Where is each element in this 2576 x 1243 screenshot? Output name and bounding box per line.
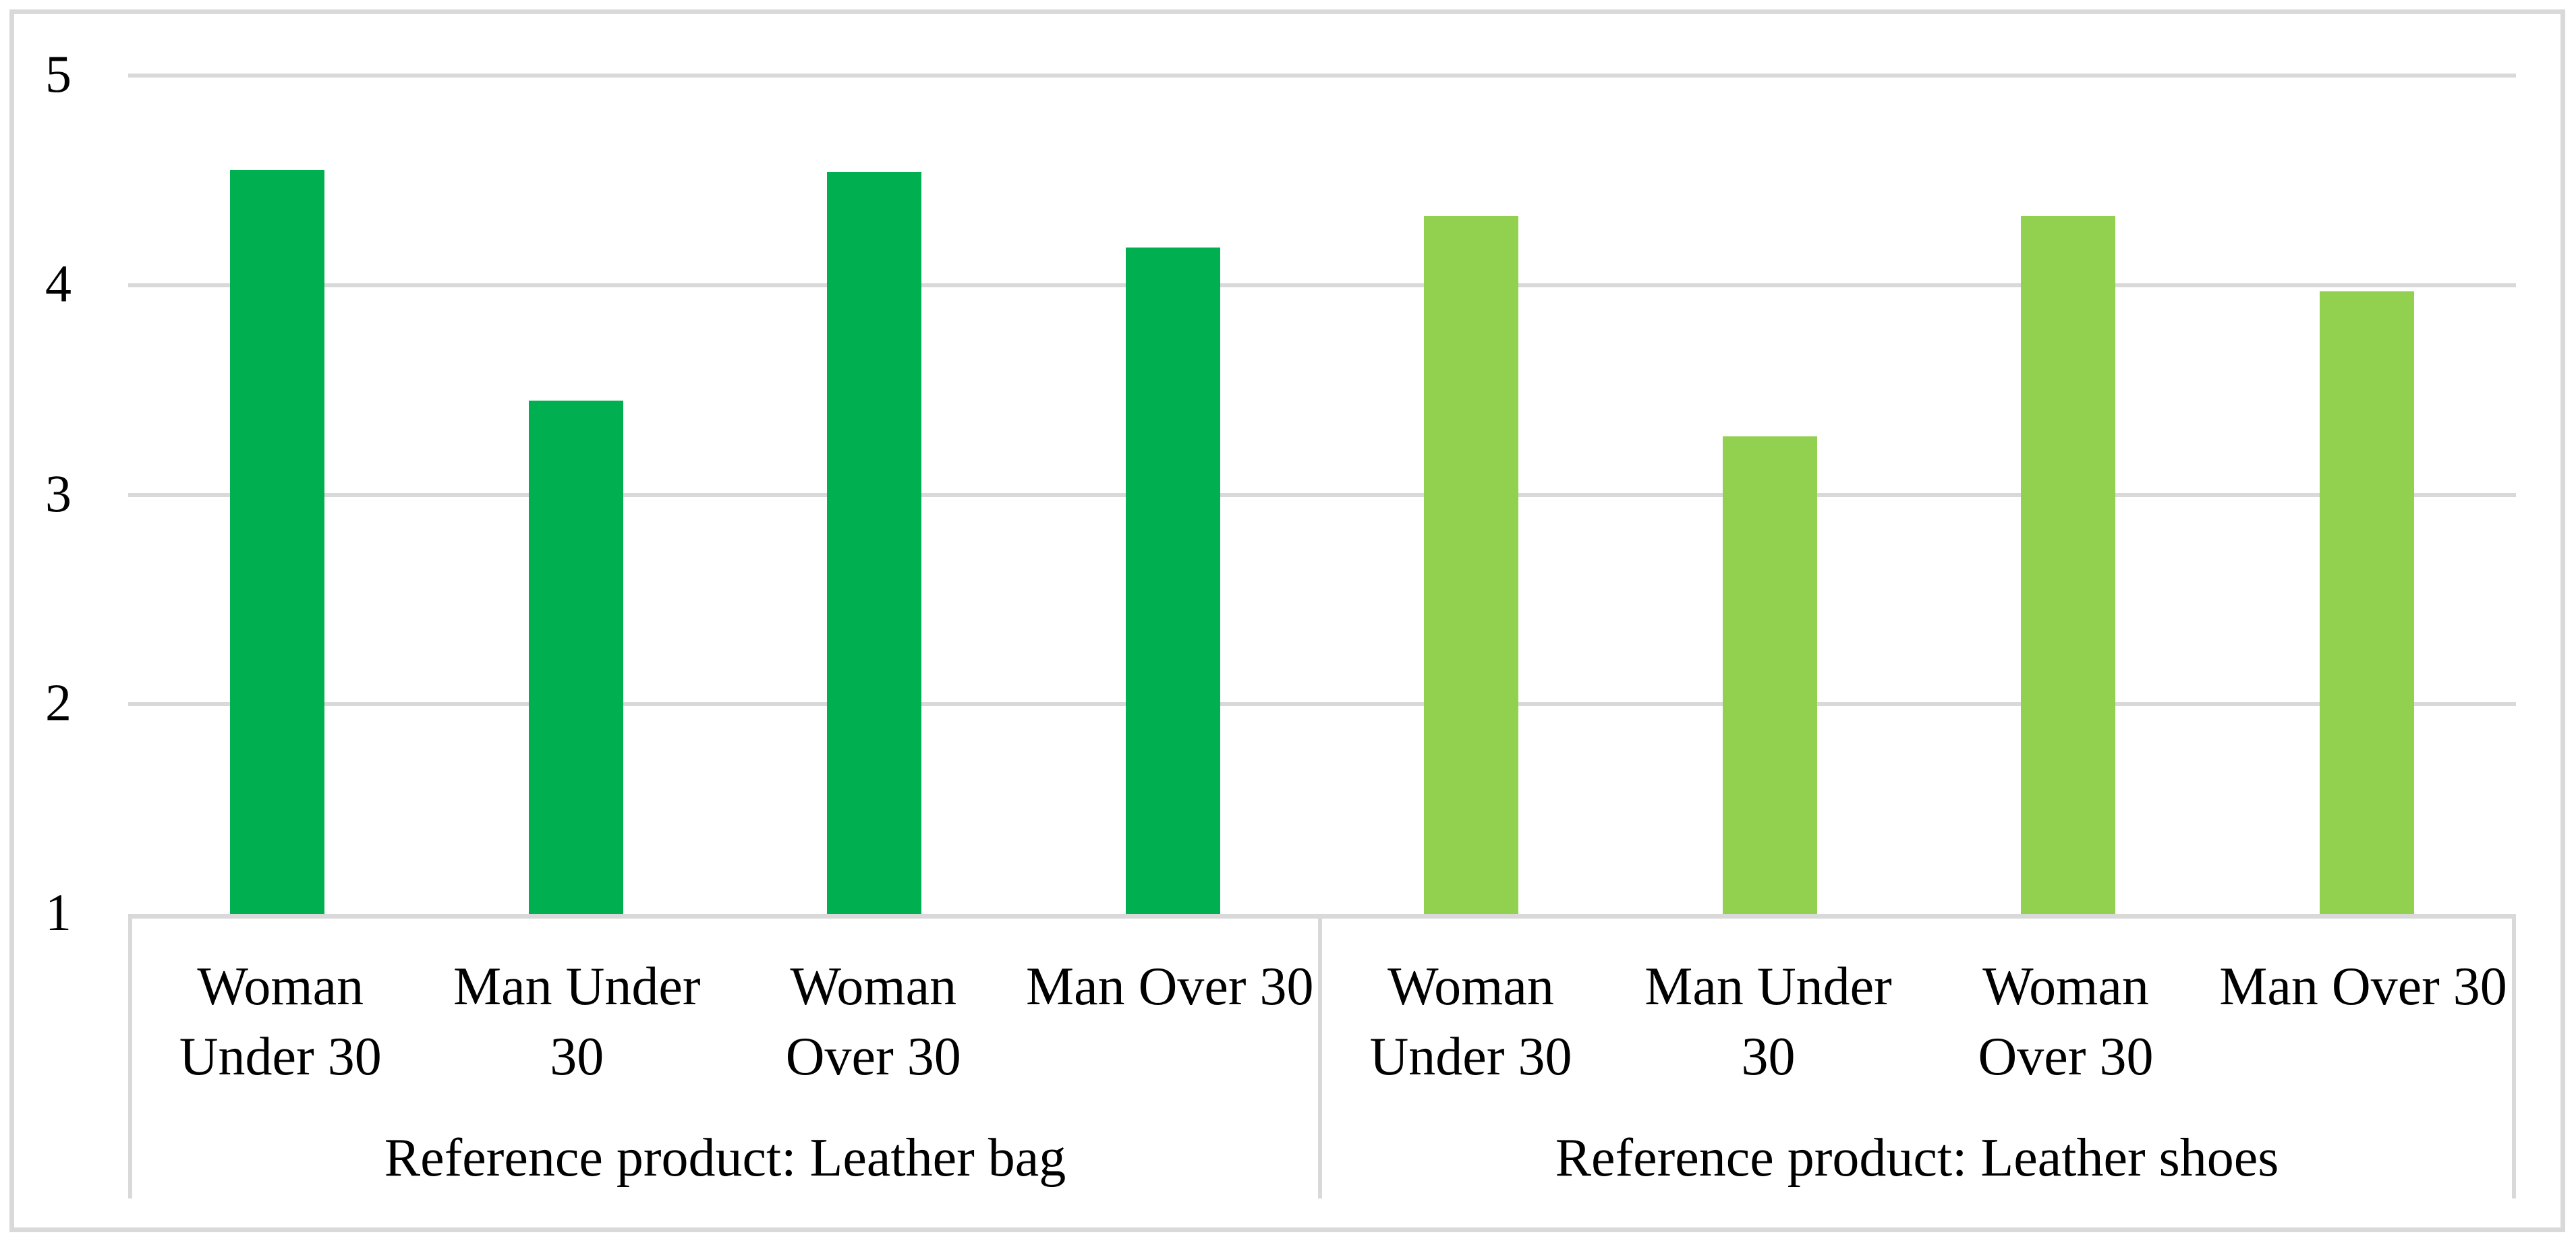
plot-area: [128, 74, 2516, 914]
y-tick-label-1: 1: [45, 883, 71, 942]
y-tick-label-2: 2: [45, 673, 71, 732]
category-label-man-over-30-shoes: Man Over 30: [2219, 957, 2507, 1016]
bar-man-over-30-shoes: [2319, 291, 2414, 914]
group-label-leather-shoes: Reference product: Leather shoes: [1555, 1128, 2279, 1188]
bar-woman-over-30-shoes: [2021, 216, 2116, 914]
gridline-y-2: [128, 702, 2516, 707]
bar-man-under-30-shoes: [1722, 436, 1817, 914]
bar-woman-under-30-bag: [230, 169, 325, 914]
gridline-y-5: [128, 74, 2516, 78]
category-axis-box: Woman Under 30 Man Under 30 Woman Over 30 Man …: [128, 914, 2516, 1198]
chart-outer-border: [9, 9, 2565, 1232]
category-label-man-under-30-shoes: Man Under 30: [1644, 957, 1892, 1087]
category-label-man-under-30-bag: Man Under 30: [453, 957, 701, 1087]
category-label-woman-over-30-shoes: Woman Over 30: [1978, 957, 2154, 1087]
bar-man-over-30-bag: [1125, 247, 1220, 914]
y-axis-tick-labels: 1 2 3 4 5: [0, 45, 101, 942]
gridline-y-4: [128, 283, 2516, 287]
y-tick-label-4: 4: [45, 254, 71, 313]
category-label-woman-over-30-bag: Woman Over 30: [785, 957, 961, 1087]
bar-woman-over-30-bag: [827, 171, 922, 914]
group-label-leather-bag: Reference product: Leather bag: [384, 1128, 1066, 1188]
category-label-woman-under-30-shoes: Woman Under 30: [1369, 957, 1572, 1087]
y-tick-label-3: 3: [45, 463, 71, 523]
bar-woman-under-30-shoes: [1424, 216, 1519, 914]
y-tick-label-5: 5: [45, 45, 71, 104]
bar-man-under-30-bag: [528, 400, 623, 914]
category-group-leather-bag: Woman Under 30 Man Under 30 Woman Over 30 Man …: [132, 919, 1322, 1198]
gridline-y-3: [128, 492, 2516, 497]
category-labels-row-shoes: Woman Under 30 Man Under 30 Woman Over 30 Man …: [1322, 919, 2512, 1092]
category-label-woman-under-30-bag: Woman Under 30: [179, 957, 382, 1087]
category-label-man-over-30-bag: Man Over 30: [1025, 957, 1314, 1016]
category-labels-row-bag: Woman Under 30 Man Under 30 Woman Over 30 Man …: [132, 919, 1318, 1092]
category-group-leather-shoes: Woman Under 30 Man Under 30 Woman Over 30 Man …: [1322, 919, 2512, 1198]
